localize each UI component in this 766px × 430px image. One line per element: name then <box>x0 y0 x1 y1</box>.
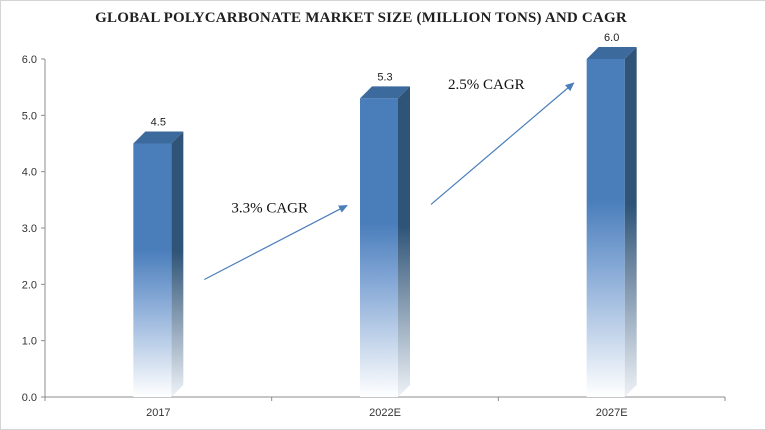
cagr-arrow <box>430 82 575 205</box>
bar-side <box>624 47 637 397</box>
y-tick-label: 0.0 <box>22 392 37 404</box>
bar-side <box>398 86 410 397</box>
chart-title: GLOBAL POLYCARBONATE MARKET SIZE (MILLIO… <box>95 10 627 26</box>
y-tick-label: 2.0 <box>22 279 37 291</box>
bar-top <box>360 86 410 99</box>
x-tick-label: 2017 <box>146 407 170 419</box>
x-tick-label: 2027E <box>596 407 628 419</box>
x-tick-label: 2022E <box>369 407 401 419</box>
cagr-label: 3.3% CAGR <box>231 200 308 216</box>
bar <box>133 143 172 397</box>
y-tick-label: 6.0 <box>22 54 37 66</box>
cagr-arrow <box>204 204 348 281</box>
data-label: 4.5 <box>151 117 166 129</box>
cagr-label: 2.5% CAGR <box>448 77 525 93</box>
y-tick-label: 1.0 <box>22 336 37 348</box>
y-tick-label: 5.0 <box>22 110 37 122</box>
data-label: 5.3 <box>377 71 392 83</box>
data-label: 6.0 <box>604 32 619 44</box>
bar <box>586 59 625 397</box>
bar-top <box>133 131 184 144</box>
y-tick-label: 3.0 <box>22 223 37 235</box>
bar <box>360 98 398 397</box>
bar-top <box>586 47 637 59</box>
bar-side <box>171 131 184 397</box>
y-tick-label: 4.0 <box>22 167 37 179</box>
